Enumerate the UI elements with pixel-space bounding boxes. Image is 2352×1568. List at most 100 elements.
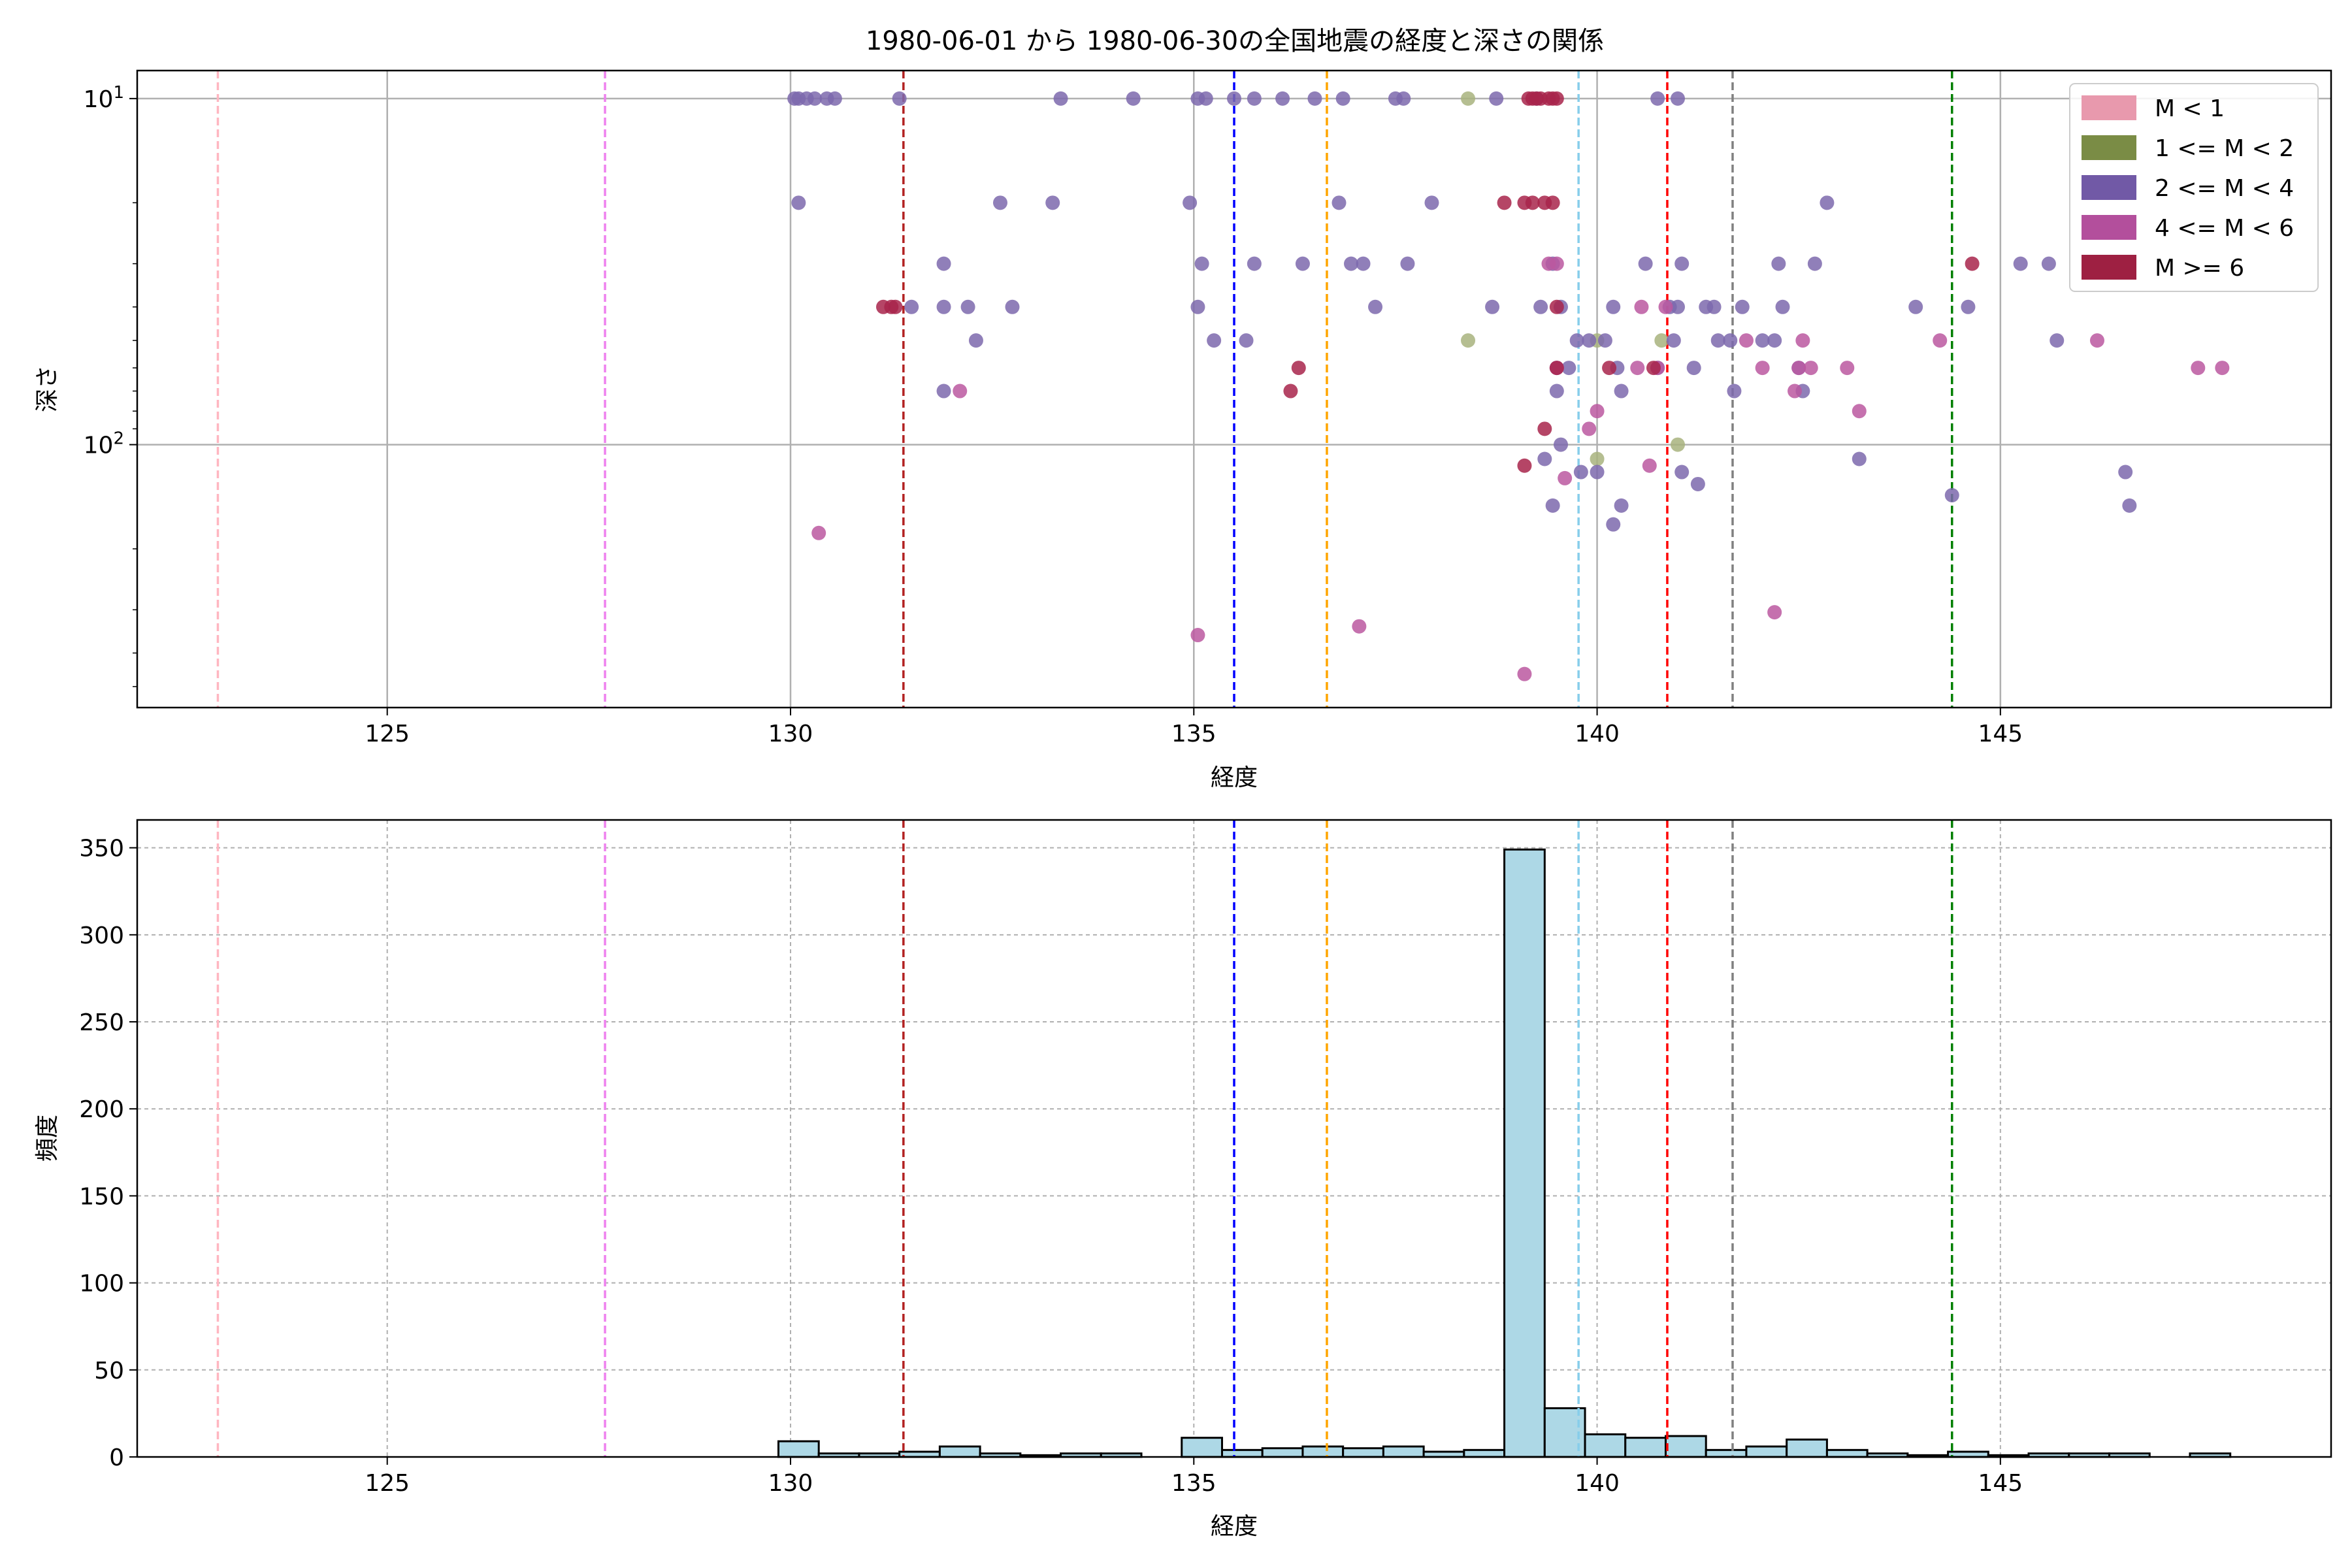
scatter-plot-frame <box>136 69 2332 709</box>
scatter-point <box>1227 91 1241 106</box>
scatter-point <box>2118 465 2133 480</box>
scatter-point <box>1517 666 1532 681</box>
legend-swatch <box>2082 215 2136 240</box>
scatter-y-tick-label: 101 <box>84 83 124 113</box>
scatter-point <box>1198 91 1213 106</box>
scatter-y-ticks: 101 102 <box>84 83 137 687</box>
scatter-point <box>968 333 983 348</box>
scatter-point <box>1944 487 1959 502</box>
scatter-point <box>1356 256 1371 271</box>
legend-label: 2 <= M < 4 <box>2155 175 2294 202</box>
scatter-reference-lines <box>216 71 1953 708</box>
histogram-bar <box>1463 1448 1506 1458</box>
scatter-point <box>1735 299 1750 314</box>
scatter-point <box>1630 361 1645 376</box>
scatter-points <box>787 91 2230 681</box>
histogram-x-tick-label: 135 <box>1171 1470 1217 1497</box>
scatter-point <box>1489 91 1504 106</box>
scatter-point <box>1582 421 1597 436</box>
scatter-point <box>1497 195 1512 210</box>
scatter-point <box>1908 299 1923 314</box>
scatter-point <box>1126 91 1141 106</box>
scatter-point <box>1553 437 1568 452</box>
scatter-x-tick-label: 135 <box>1171 721 1217 747</box>
histogram-bar <box>1786 1438 1828 1458</box>
scatter-point <box>1368 299 1383 314</box>
scatter-point <box>1614 384 1629 399</box>
legend-swatch <box>2082 135 2136 160</box>
scatter-point <box>1053 91 1068 106</box>
scatter-point <box>1573 465 1588 480</box>
scatter-point <box>1461 333 1476 348</box>
legend-swatch <box>2082 255 2136 280</box>
scatter-point <box>1295 256 1310 271</box>
scatter-point <box>1642 458 1657 473</box>
histogram-bar <box>938 1445 981 1458</box>
scatter-point <box>2041 256 2056 271</box>
scatter-point <box>1045 195 1060 210</box>
scatter-point <box>1807 256 1822 271</box>
scatter-point <box>953 384 968 399</box>
scatter-point <box>1686 361 1701 376</box>
scatter-point <box>1545 195 1560 210</box>
scatter-point <box>1529 91 1544 106</box>
scatter-point <box>811 525 826 540</box>
scatter-point <box>1671 91 1686 106</box>
histogram-bar <box>1584 1433 1627 1458</box>
scatter-point <box>1590 465 1605 480</box>
scatter-x-axis-label: 経度 <box>1211 764 1258 791</box>
legend: M < 1 1 <= M < 2 2 <= M < 4 4 <= M < 6 M >= … <box>2069 83 2319 292</box>
scatter-x-ticks: 125 130 135 140 145 <box>365 708 2023 747</box>
histogram-y-ticks: 0 50 100 150 200 250 300 350 <box>79 836 137 1471</box>
scatter-point <box>1840 361 1855 376</box>
scatter-point <box>2050 333 2065 348</box>
scatter-point <box>1525 195 1540 210</box>
scatter-point <box>1005 299 1020 314</box>
histogram-bar <box>777 1440 820 1458</box>
scatter-point <box>936 256 951 271</box>
scatter-point <box>1461 91 1476 106</box>
scatter-point <box>1331 195 1347 210</box>
scatter-point <box>1933 333 1948 348</box>
histogram-plot-frame <box>136 819 2332 1458</box>
scatter-point <box>1707 299 1722 314</box>
scatter-point <box>1558 470 1573 485</box>
scatter-point <box>1207 333 1222 348</box>
histogram-y-tick-label: 300 <box>79 923 124 949</box>
scatter-point <box>1549 384 1564 399</box>
scatter-point <box>2122 498 2137 513</box>
scatter-point <box>1658 299 1673 314</box>
scatter-point <box>1767 333 1782 348</box>
scatter-point <box>904 299 919 314</box>
histogram-y-tick-label: 0 <box>109 1445 124 1471</box>
scatter-point <box>1569 333 1584 348</box>
histogram-bar <box>1220 1448 1264 1458</box>
histogram-bar <box>1825 1448 1869 1458</box>
scatter-point <box>1710 333 1725 348</box>
scatter-point <box>1727 384 1742 399</box>
scatter-point <box>1791 361 1806 376</box>
legend-swatch <box>2082 95 2136 120</box>
scatter-point <box>1352 619 1367 634</box>
scatter-point <box>1606 517 1621 532</box>
scatter-point <box>1674 465 1690 480</box>
scatter-point <box>1537 451 1552 466</box>
scatter-point <box>1190 628 1205 643</box>
scatter-point <box>936 299 951 314</box>
scatter-point <box>1771 256 1786 271</box>
histogram-x-tick-label: 145 <box>1978 1470 2023 1497</box>
scatter-point <box>1965 256 1980 271</box>
histogram-x-ticks: 125 130 135 140 145 <box>365 1457 2023 1497</box>
scatter-point <box>2089 333 2104 348</box>
scatter-point <box>1775 299 1790 314</box>
scatter-point <box>1597 333 1612 348</box>
scatter-y-axis-label: 深さ <box>34 365 61 412</box>
histogram-x-tick-label: 125 <box>365 1470 410 1497</box>
scatter-point <box>1590 451 1605 466</box>
scatter-point <box>1485 299 1500 314</box>
histogram-bar <box>1342 1447 1384 1458</box>
legend-label: M >= 6 <box>2155 255 2244 282</box>
scatter-point <box>1723 333 1738 348</box>
histogram-x-tick-label: 140 <box>1575 1470 1620 1497</box>
